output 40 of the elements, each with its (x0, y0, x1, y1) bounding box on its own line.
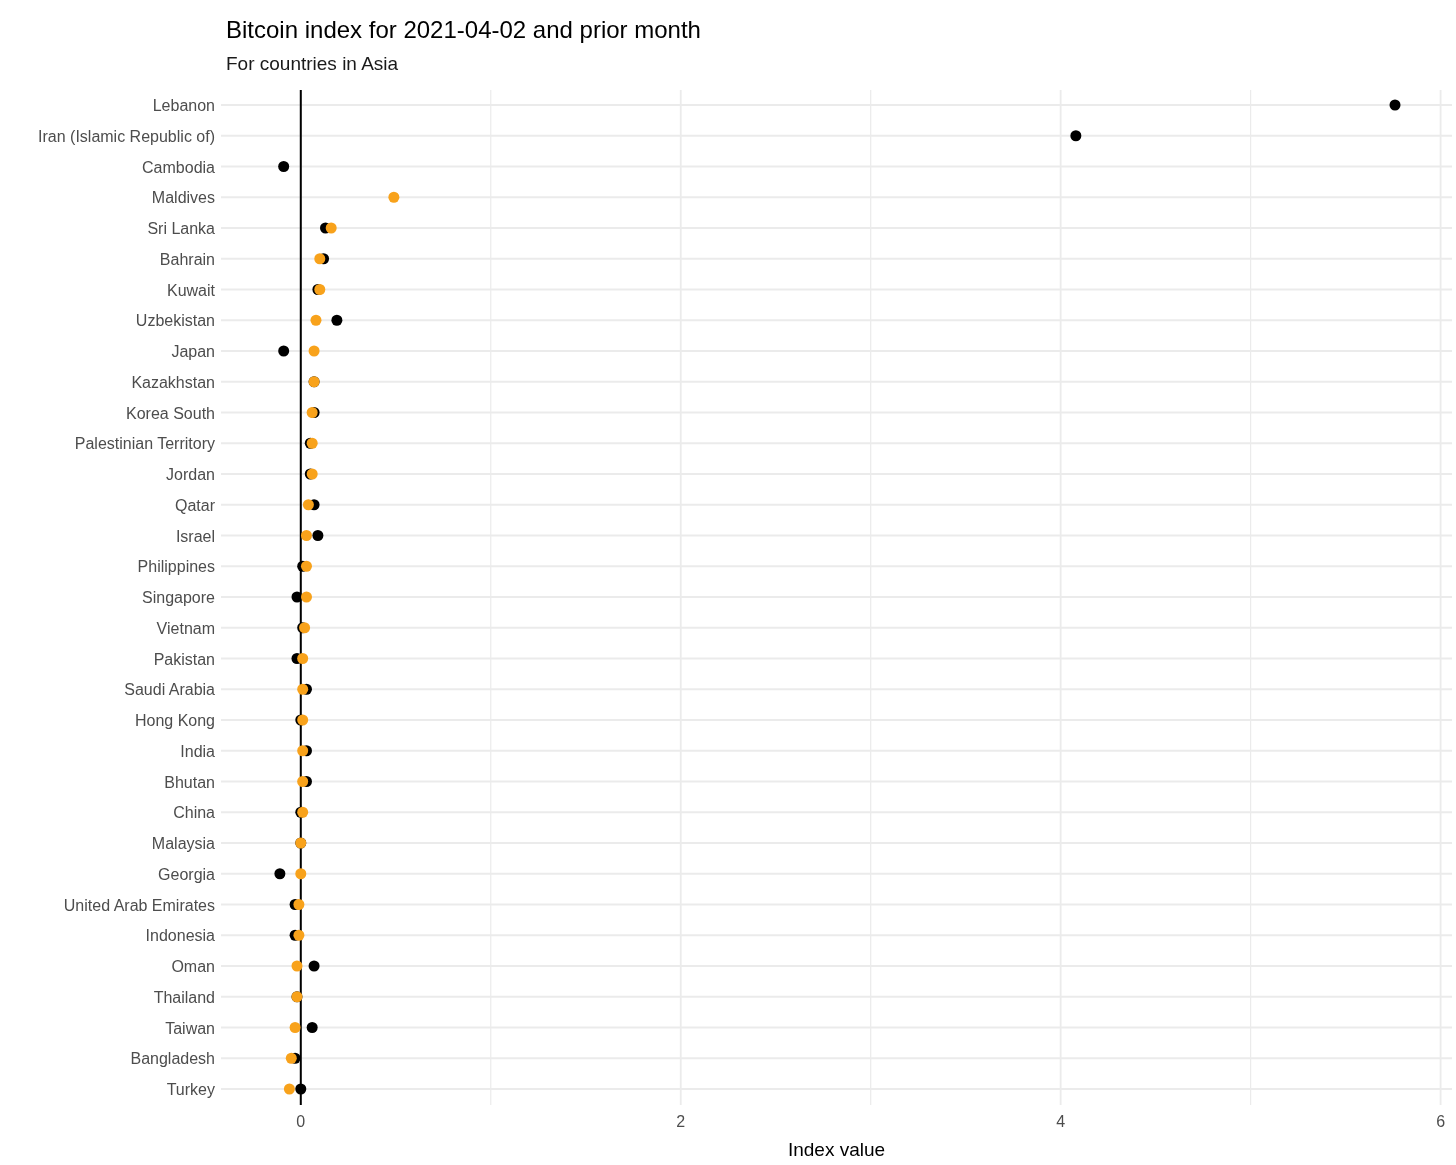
y-tick-label: Bahrain (159, 250, 215, 268)
y-tick-label: Hong Kong (134, 712, 215, 729)
y-tick-label: Jordan (166, 466, 215, 483)
x-tick-label: 6 (1436, 1113, 1446, 1130)
x-tick-label: 4 (1056, 1113, 1066, 1130)
y-tick-label: Kuwait (166, 281, 216, 299)
chart-title: Bitcoin index for 2021-04-02 and prior month (226, 16, 701, 43)
x-tick-label: 2 (676, 1113, 686, 1130)
y-tick-label: Georgia (158, 865, 216, 883)
y-tick-label: Turkey (166, 1081, 215, 1098)
y-tick-label: Thailand (153, 988, 215, 1006)
y-tick-label: Iran (Islamic Republic of) (38, 127, 215, 145)
chart-subtitle: For countries in Asia (226, 53, 399, 74)
y-tick-label: Bhutan (164, 773, 215, 791)
y-tick-label: Japan (171, 343, 215, 360)
y-tick-label: Sri Lanka (147, 220, 216, 237)
x-tick-label: 0 (296, 1113, 306, 1130)
y-tick-label: Maldives (151, 189, 215, 207)
y-tick-label: Kazakhstan (131, 373, 215, 391)
y-tick-label: Palestinian Territory (74, 435, 215, 453)
y-tick-label: Malaysia (151, 835, 216, 852)
y-tick-label: Lebanon (152, 97, 215, 114)
y-tick-label: Israel (175, 527, 215, 545)
y-tick-label: India (180, 742, 216, 760)
y-tick-label: Saudi Arabia (124, 681, 216, 699)
y-tick-label: Cambodia (142, 158, 216, 176)
y-tick-label: Pakistan (153, 650, 215, 668)
y-tick-label: United Arab Emirates (63, 896, 215, 914)
x-axis-title: Index value (787, 1139, 886, 1160)
y-tick-label: Indonesia (145, 927, 216, 945)
y-tick-label: China (173, 804, 216, 822)
y-tick-label: Uzbekistan (135, 312, 215, 330)
y-tick-label: Korea South (126, 404, 215, 422)
y-tick-label: Philippines (137, 558, 215, 576)
y-tick-label: Singapore (142, 589, 216, 606)
y-tick-label: Oman (171, 958, 215, 975)
y-tick-label: Taiwan (165, 1019, 215, 1037)
y-tick-label: Vietnam (156, 619, 215, 637)
y-tick-label: Bangladesh (130, 1050, 215, 1068)
y-tick-label: Qatar (174, 496, 216, 514)
